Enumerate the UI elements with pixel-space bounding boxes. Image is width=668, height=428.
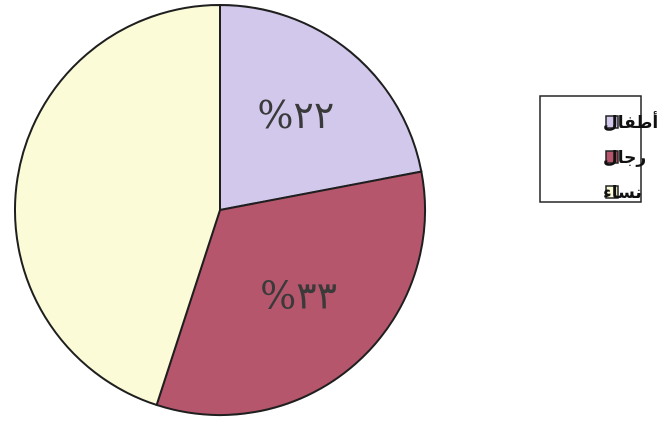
legend-swatch: [605, 185, 619, 199]
legend-label: رجال: [603, 148, 646, 168]
pie-slice-2: [14, 3, 221, 407]
pie-slices: [14, 3, 426, 416]
pie-slice-1: [155, 170, 426, 416]
legend-swatch: [605, 115, 619, 129]
pie-slice-0: [219, 3, 423, 212]
legend-frame: [539, 95, 642, 203]
legend-label: أطفال: [603, 111, 658, 133]
legend-label: نساء: [603, 183, 642, 203]
pie-slice-labels: %٢٢ %٣٣: [257, 93, 337, 318]
legend: أطفال رجال نساء: [539, 95, 658, 203]
slice-data-label: %٢٢: [257, 93, 334, 137]
legend-swatch: [605, 150, 619, 164]
slice-data-label: %٣٣: [260, 274, 337, 318]
